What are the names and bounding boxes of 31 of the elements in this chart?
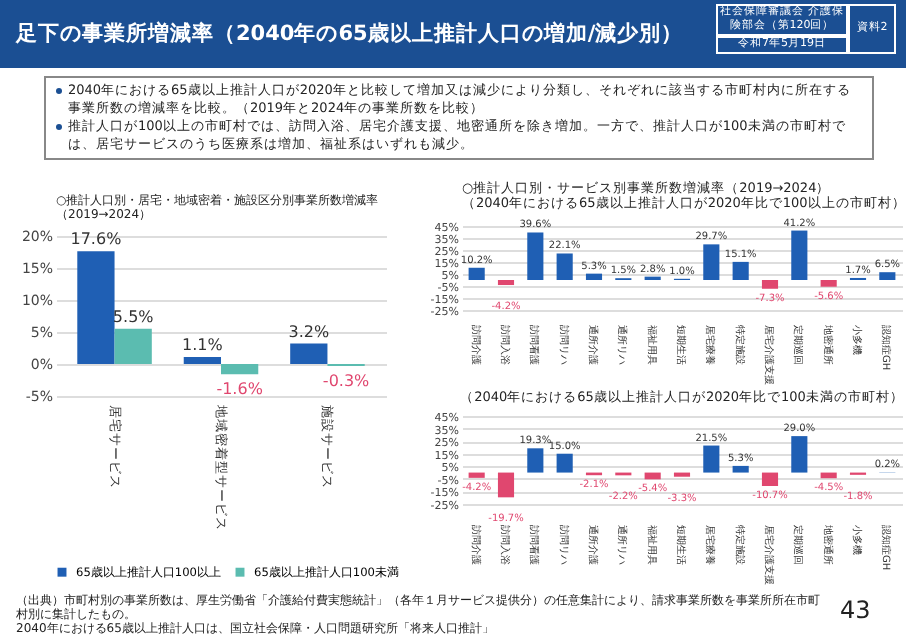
bar	[527, 448, 544, 473]
bar	[468, 267, 485, 280]
bar	[791, 436, 808, 473]
bar	[703, 445, 720, 473]
data-label: 17.6%	[70, 230, 123, 249]
bar	[527, 232, 544, 280]
data-label: 3.2%	[288, 322, 330, 341]
bar	[879, 272, 896, 280]
bar	[732, 465, 749, 473]
data-label: -1.6%	[216, 380, 264, 399]
bar	[761, 280, 779, 289]
bar	[820, 280, 837, 287]
bar	[703, 244, 720, 280]
data-label: -0.3%	[322, 371, 371, 390]
bar	[761, 472, 779, 487]
bar	[468, 472, 485, 478]
bar	[497, 280, 515, 286]
bar	[290, 343, 328, 364]
bar	[77, 251, 115, 364]
bar	[221, 364, 259, 375]
bar	[183, 356, 221, 364]
data-label: 1.1%	[182, 335, 224, 354]
bar	[732, 261, 749, 280]
bar	[556, 253, 573, 280]
text: 43	[840, 596, 871, 624]
text: 足下の事業所増減率（2040年の65歳以上推計人口の増加/減少別）	[16, 20, 684, 48]
bar	[556, 453, 573, 473]
bar	[585, 273, 603, 280]
bar	[114, 328, 152, 364]
bar	[791, 230, 808, 280]
bar	[497, 472, 515, 498]
